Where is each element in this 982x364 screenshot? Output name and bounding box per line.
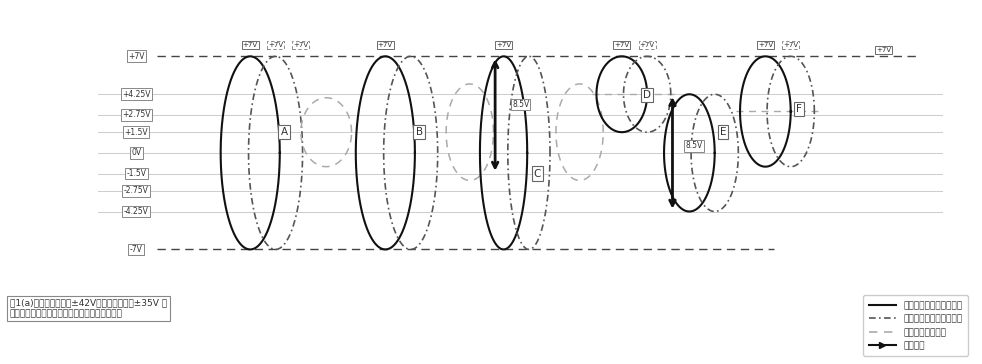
Text: +7V: +7V	[294, 42, 308, 48]
Text: -7V: -7V	[130, 245, 142, 254]
Text: +7V: +7V	[243, 42, 258, 48]
Legend: 正側シングルエンド波形, 負側シングルエンド波形, コモンモード電圧, 差動電圧: 正側シングルエンド波形, 負側シングルエンド波形, コモンモード電圧, 差動電圧	[863, 296, 967, 356]
Text: -4.25V: -4.25V	[124, 207, 148, 216]
Text: 8.5V: 8.5V	[685, 142, 702, 150]
Text: +7V: +7V	[614, 42, 629, 48]
Text: +2.75V: +2.75V	[122, 110, 150, 119]
Text: +7V: +7V	[639, 42, 655, 48]
Text: E: E	[720, 127, 727, 137]
Text: +7V: +7V	[783, 42, 798, 48]
Text: +7V: +7V	[758, 42, 773, 48]
Text: A: A	[281, 127, 288, 137]
Text: +1.5V: +1.5V	[125, 128, 148, 137]
Text: -1.5V: -1.5V	[127, 169, 146, 178]
Text: B: B	[415, 127, 422, 137]
Text: +7V: +7V	[378, 42, 393, 48]
Text: +7V: +7V	[876, 47, 892, 53]
Text: +7V: +7V	[496, 42, 512, 48]
Text: -7V: -7V	[130, 245, 142, 254]
Text: -2.75V: -2.75V	[124, 186, 148, 195]
Text: D: D	[643, 90, 651, 100]
Text: 0V: 0V	[132, 149, 141, 157]
Text: 8.5V: 8.5V	[512, 100, 529, 109]
Text: +7V: +7V	[128, 52, 144, 61]
Text: +7V: +7V	[128, 52, 144, 61]
Text: +7V: +7V	[268, 42, 283, 48]
Text: F: F	[796, 104, 802, 114]
Text: C: C	[533, 169, 541, 179]
Text: 図1(a)　差動動作電圧±42V、対地動作電圧±35V の
高電圧差動プローブに印加できる差動波形の例: 図1(a) 差動動作電圧±42V、対地動作電圧±35V の 高電圧差動プローブに…	[10, 298, 167, 318]
Text: +4.25V: +4.25V	[122, 90, 150, 99]
